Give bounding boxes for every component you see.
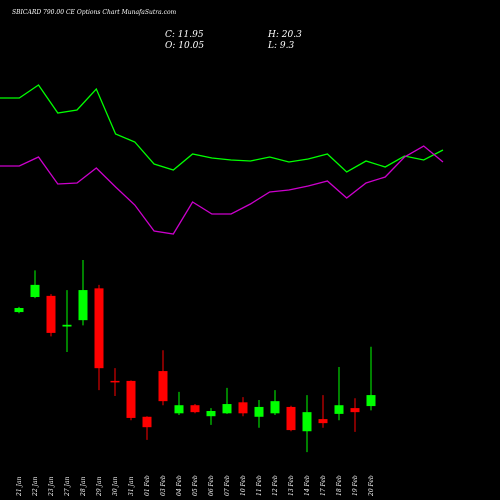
x-tick-label: 23 Jan (48, 476, 55, 497)
x-tick-label: 05 Feb (192, 475, 199, 496)
candle-body (334, 405, 344, 414)
x-tick-label: 03 Feb (160, 475, 167, 496)
x-tick-label: 10 Feb (240, 475, 247, 496)
x-tick-label: 27 Jan (64, 476, 71, 497)
candle-body (206, 410, 216, 417)
ohlc-summary: O: 10.05 (165, 41, 204, 51)
x-tick-label: 31 Jan (128, 476, 135, 496)
candle-body (302, 412, 312, 432)
indicator-line (0, 84, 444, 173)
candle-body (254, 406, 264, 417)
ohlc-summary: C: 11.95 (165, 30, 204, 40)
x-tick-label: 07 Feb (224, 475, 231, 496)
candle-body (14, 308, 24, 313)
x-tick-label: 22 Jan (32, 476, 39, 497)
x-tick-label: 01 Feb (144, 475, 151, 496)
candle-body (318, 419, 328, 424)
ohlc-summary: L: 9.3 (267, 41, 294, 51)
x-tick-label: 12 Feb (272, 475, 279, 496)
x-tick-label: 06 Feb (208, 475, 215, 496)
ohlc-value: 11.95 (178, 30, 204, 40)
candle-body (142, 416, 152, 428)
x-tick-label: 30 Jan (112, 476, 119, 496)
x-tick-label: 29 Jan (96, 476, 103, 497)
ohlc-value: 20.3 (281, 30, 302, 40)
candle-body (350, 408, 360, 413)
candle-body (270, 401, 280, 414)
ohlc-value: 10.05 (178, 41, 204, 51)
candle-body (158, 371, 168, 402)
candle-body (238, 402, 248, 414)
candle-body (30, 284, 40, 298)
candle-body (366, 395, 376, 407)
ohlc-label: H: (267, 30, 279, 40)
candle-body (62, 324, 72, 327)
x-tick-label: 20 Feb (368, 475, 375, 497)
x-tick-label: 04 Feb (176, 475, 183, 496)
x-tick-label: 13 Feb (288, 475, 295, 496)
candle-body (46, 295, 56, 333)
x-tick-label: 14 Feb (304, 475, 311, 496)
x-tick-label: 18 Feb (336, 475, 343, 496)
candle-body (110, 380, 120, 383)
x-tick-label: 21 Jan (16, 476, 23, 497)
ohlc-value: 9.3 (280, 41, 295, 51)
x-tick-label: 19 Feb (352, 475, 359, 496)
candle-body (78, 290, 88, 321)
candle-body (174, 405, 184, 414)
x-tick-label: 11 Feb (256, 475, 263, 496)
indicator-line (0, 145, 444, 235)
candle-body (286, 406, 296, 431)
ohlc-label: C: (165, 30, 175, 40)
candle-body (190, 405, 200, 413)
candle-body (94, 288, 104, 369)
chart-title: SBICARD 790.00 CE Options Chart MunafaSu… (12, 9, 177, 16)
x-tick-label: 28 Jan (80, 476, 87, 497)
candle-body (126, 380, 136, 418)
x-tick-label: 17 Feb (320, 475, 327, 496)
ohlc-summary: H: 20.3 (267, 30, 302, 40)
candle-body (222, 404, 232, 414)
ohlc-label: L: (267, 41, 277, 51)
ohlc-label: O: (165, 41, 175, 51)
